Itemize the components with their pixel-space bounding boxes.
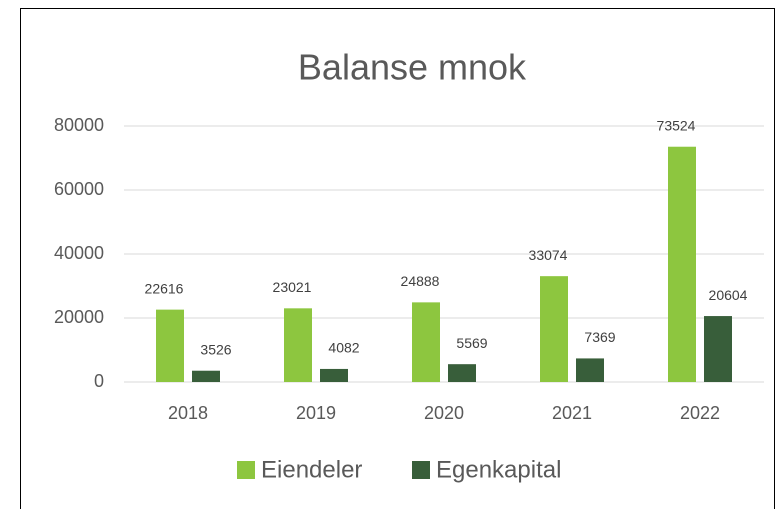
bar	[576, 358, 604, 382]
value-label: 3526	[200, 341, 231, 357]
value-label: 23021	[273, 279, 312, 295]
value-label: 33074	[529, 247, 568, 263]
bar	[192, 370, 220, 382]
x-tick-label: 2020	[424, 403, 464, 423]
x-tick-label: 2018	[168, 403, 208, 423]
x-tick-label: 2021	[552, 403, 592, 423]
bar	[284, 308, 312, 382]
x-tick-label: 2022	[680, 403, 720, 423]
legend-label: Eiendeler	[261, 456, 362, 483]
bar	[448, 364, 476, 382]
legend-swatch	[412, 461, 430, 479]
bar	[320, 368, 348, 382]
value-label: 4082	[328, 340, 359, 356]
value-label: 24888	[401, 273, 440, 289]
bar	[156, 309, 184, 382]
value-label: 22616	[145, 280, 184, 296]
chart-border	[20, 8, 775, 509]
value-label: 73524	[657, 117, 696, 133]
bar	[704, 316, 732, 382]
legend-swatch	[237, 461, 255, 479]
value-label: 20604	[709, 287, 748, 303]
y-tick-label: 80000	[54, 115, 104, 135]
bar	[540, 276, 568, 382]
y-tick-label: 0	[94, 371, 104, 391]
x-tick-label: 2019	[296, 403, 336, 423]
bar	[668, 146, 696, 382]
legend-label: Egenkapital	[436, 456, 561, 483]
y-tick-label: 40000	[54, 243, 104, 263]
value-label: 5569	[456, 335, 487, 351]
y-tick-label: 20000	[54, 307, 104, 327]
y-tick-label: 60000	[54, 179, 104, 199]
value-label: 7369	[584, 329, 615, 345]
bar	[412, 302, 440, 382]
chart-title: Balanse mnok	[298, 47, 527, 88]
